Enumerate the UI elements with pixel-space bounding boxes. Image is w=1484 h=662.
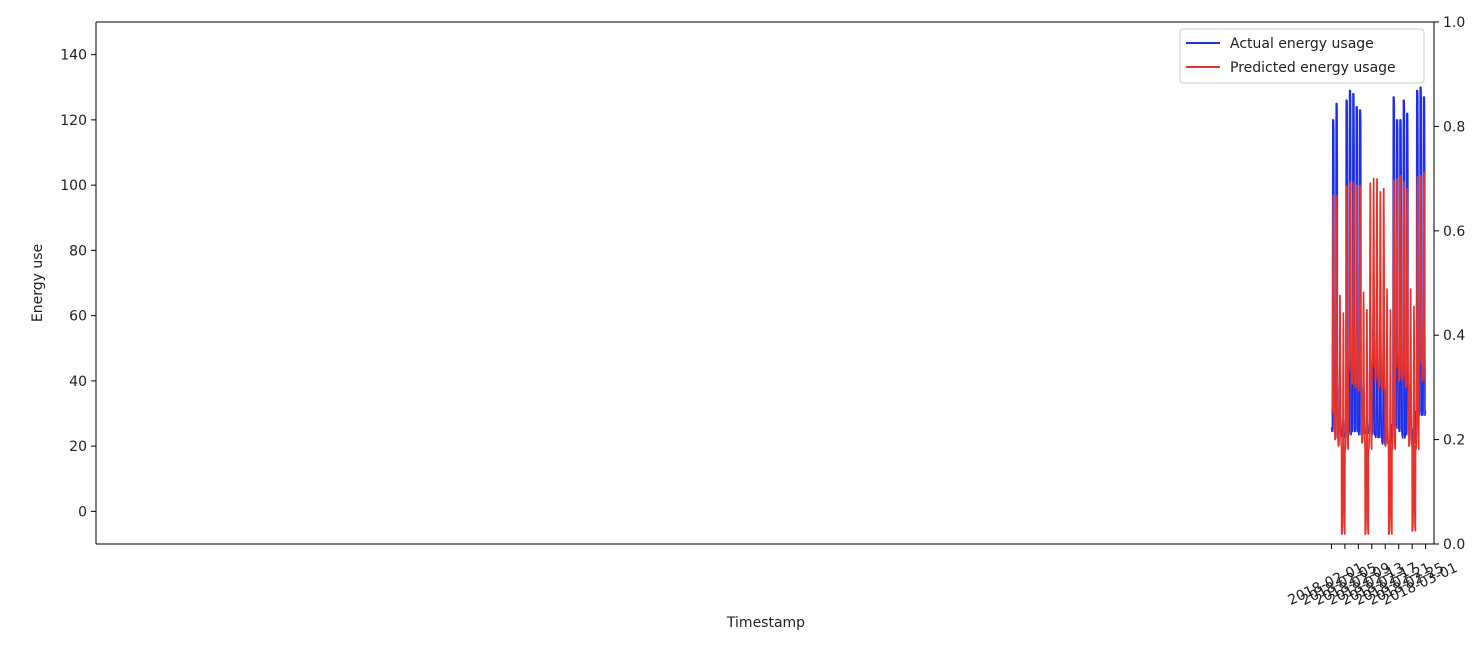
y-tick-label: 20 xyxy=(69,439,87,455)
y-tick-label: 80 xyxy=(69,243,87,259)
legend: Actual energy usage Predicted energy usa… xyxy=(1179,28,1425,84)
y-tick-label: 140 xyxy=(60,48,87,64)
y2-tick-label: 1.0 xyxy=(1443,15,1465,31)
y2-tick-label: 0.4 xyxy=(1443,328,1465,344)
y-axis-label: Energy use xyxy=(30,244,46,322)
x-axis-label: Timestamp xyxy=(726,615,805,631)
y-tick-label: 0 xyxy=(78,504,87,520)
y-tick-label: 40 xyxy=(69,374,87,390)
series-line-predicted xyxy=(1330,171,1427,535)
y2-tick-label: 0.0 xyxy=(1443,537,1465,553)
legend-box xyxy=(1179,28,1425,84)
y-tick-label: 60 xyxy=(69,309,87,325)
y-tick-label: 120 xyxy=(60,113,87,129)
y2-tick-label: 0.8 xyxy=(1443,119,1465,135)
y-tick-label: 100 xyxy=(60,178,87,194)
series-layer xyxy=(1330,86,1427,535)
tick-layer: 0204060801001201400.00.20.40.60.81.02018… xyxy=(60,15,1465,609)
legend-label-predicted: Predicted energy usage xyxy=(1230,60,1396,76)
axes-layer xyxy=(95,21,1435,545)
legend-label-actual: Actual energy usage xyxy=(1230,36,1374,52)
y2-tick-label: 0.6 xyxy=(1443,224,1465,240)
y2-tick-label: 0.2 xyxy=(1443,433,1465,449)
